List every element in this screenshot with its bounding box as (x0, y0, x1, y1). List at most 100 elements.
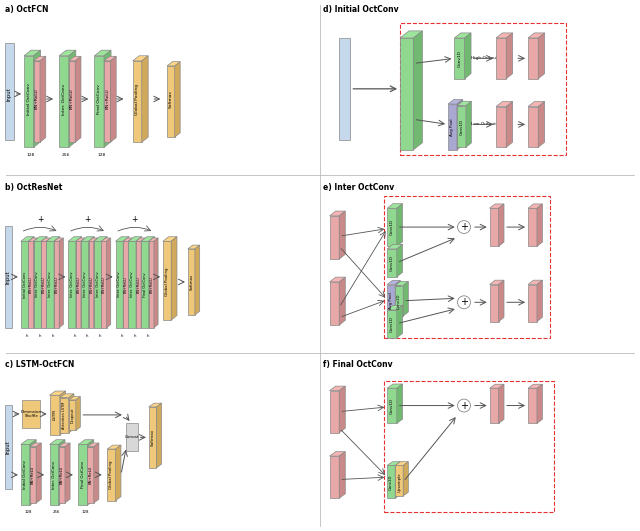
Polygon shape (188, 249, 195, 315)
Polygon shape (330, 452, 346, 456)
Polygon shape (330, 216, 339, 259)
Polygon shape (95, 56, 104, 147)
Text: Initial OctConv: Initial OctConv (27, 83, 31, 115)
Polygon shape (387, 249, 397, 277)
Text: Inter. OctConv: Inter. OctConv (52, 461, 56, 489)
Text: BN+ReLU: BN+ReLU (89, 276, 93, 293)
Text: b) OctResNet: b) OctResNet (5, 183, 62, 192)
Polygon shape (76, 56, 81, 142)
Polygon shape (50, 395, 60, 435)
Polygon shape (94, 443, 99, 503)
Polygon shape (457, 99, 463, 150)
Polygon shape (339, 277, 346, 325)
Text: a) OctFCN: a) OctFCN (5, 5, 48, 14)
Text: Dropout: Dropout (70, 407, 74, 423)
Polygon shape (141, 241, 149, 328)
Text: 128: 128 (27, 153, 35, 157)
Text: h: h (99, 334, 101, 338)
Polygon shape (34, 56, 46, 61)
Text: BN+ReLU: BN+ReLU (54, 276, 59, 293)
Polygon shape (111, 56, 116, 142)
Polygon shape (499, 384, 504, 423)
Polygon shape (528, 384, 543, 388)
Text: BN+ReLU: BN+ReLU (31, 466, 35, 484)
Polygon shape (59, 443, 70, 447)
Polygon shape (149, 403, 162, 407)
Polygon shape (29, 238, 38, 241)
Polygon shape (339, 38, 351, 140)
Polygon shape (124, 237, 129, 328)
Polygon shape (528, 33, 545, 38)
Polygon shape (124, 241, 129, 328)
Polygon shape (34, 50, 41, 147)
Text: BN+ReLU: BN+ReLU (105, 89, 109, 109)
Polygon shape (490, 204, 504, 208)
Polygon shape (79, 440, 94, 444)
Text: h: h (134, 334, 136, 338)
Text: BN+ReLU: BN+ReLU (29, 276, 33, 293)
Polygon shape (163, 237, 177, 241)
Text: BN+ReLU: BN+ReLU (149, 276, 154, 293)
Polygon shape (330, 211, 346, 216)
Polygon shape (537, 384, 543, 423)
Polygon shape (528, 204, 543, 208)
Polygon shape (34, 238, 38, 328)
Polygon shape (89, 238, 98, 241)
Polygon shape (60, 391, 66, 435)
Text: Final OctConv: Final OctConv (97, 84, 101, 114)
Text: Low Output: Low Output (471, 123, 496, 126)
Polygon shape (20, 440, 36, 444)
Polygon shape (396, 286, 403, 316)
Polygon shape (396, 462, 408, 466)
Text: Global Pooling: Global Pooling (109, 460, 113, 489)
Polygon shape (528, 285, 537, 322)
Polygon shape (167, 66, 175, 137)
Polygon shape (188, 245, 200, 249)
Polygon shape (60, 50, 76, 56)
Text: Global Pooling: Global Pooling (165, 268, 169, 296)
Polygon shape (403, 462, 408, 496)
Polygon shape (167, 62, 180, 66)
Text: Initial OctConv: Initial OctConv (22, 271, 27, 298)
Polygon shape (69, 397, 81, 400)
Polygon shape (149, 238, 158, 241)
Polygon shape (36, 443, 41, 503)
Polygon shape (387, 462, 401, 466)
Polygon shape (499, 280, 504, 322)
Text: BN+ReLU: BN+ReLU (102, 276, 106, 293)
Text: h: h (147, 334, 148, 338)
Polygon shape (108, 449, 116, 501)
Polygon shape (136, 238, 145, 241)
Polygon shape (141, 237, 155, 241)
Text: Input: Input (7, 87, 12, 101)
Polygon shape (76, 238, 85, 241)
Text: BN+ReLU: BN+ReLU (124, 276, 128, 293)
Text: +: + (460, 222, 468, 232)
Polygon shape (330, 386, 346, 391)
Text: Conv1D: Conv1D (397, 293, 401, 309)
Polygon shape (68, 241, 76, 328)
Polygon shape (69, 61, 76, 142)
Text: +: + (84, 216, 90, 225)
Polygon shape (339, 452, 346, 498)
Polygon shape (339, 211, 346, 259)
Polygon shape (76, 241, 81, 328)
Polygon shape (20, 444, 30, 506)
Polygon shape (397, 384, 403, 423)
Text: h: h (86, 334, 88, 338)
Polygon shape (79, 444, 88, 506)
Polygon shape (129, 241, 136, 328)
Polygon shape (133, 56, 148, 61)
Polygon shape (154, 238, 158, 328)
Polygon shape (149, 241, 154, 328)
Polygon shape (496, 38, 506, 79)
Text: Conv1D: Conv1D (390, 315, 394, 332)
Polygon shape (89, 241, 94, 328)
Text: d) Initial OctConv: d) Initial OctConv (323, 5, 399, 14)
Polygon shape (136, 241, 141, 328)
Text: Softmax: Softmax (189, 274, 193, 290)
Text: 128: 128 (97, 153, 106, 157)
Polygon shape (330, 282, 339, 325)
Polygon shape (496, 107, 506, 147)
Polygon shape (76, 397, 81, 430)
